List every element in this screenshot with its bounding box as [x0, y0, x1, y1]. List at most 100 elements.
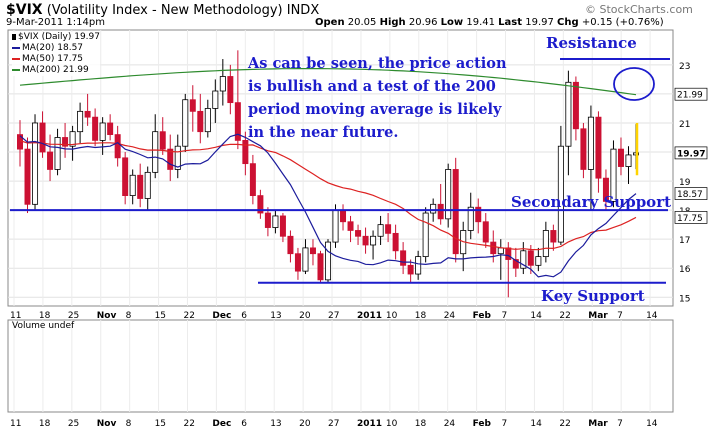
x-tick-label-volume: 22: [559, 419, 570, 429]
chart-date: 9-Mar-2011 1:14pm: [6, 17, 105, 28]
low-label: Low: [440, 17, 464, 28]
candle-body: [422, 212, 429, 258]
x-tick-label-volume: 14: [646, 419, 658, 429]
x-tick-label-volume: 14: [530, 419, 542, 429]
x-tick-label-volume: 20: [299, 419, 311, 429]
candle-body: [152, 131, 159, 173]
candle-body: [557, 145, 564, 243]
chart-legend: $VIX (Daily) 19.97 MA(20) 18.57 MA(50) 1…: [12, 32, 100, 76]
candle-body: [332, 209, 339, 243]
candle-body: [144, 171, 151, 199]
last-price-label-box: [674, 146, 708, 160]
candle-body: [505, 247, 512, 260]
x-tick-label-volume: 8: [126, 419, 132, 429]
candle-body: [482, 221, 489, 243]
candle-body: [309, 247, 316, 255]
legend-ma200: MA(200) 21.99: [12, 65, 100, 76]
ma200-value-label: 21.99: [677, 91, 703, 101]
candle-body: [580, 128, 587, 170]
x-tick-label: 22: [559, 311, 570, 321]
candle-body: [392, 232, 399, 252]
last-price-label: 19.97: [677, 149, 705, 159]
candle-body: [355, 230, 362, 237]
candle-body: [77, 110, 84, 133]
candle-body: [62, 137, 69, 147]
candle-body: [54, 137, 61, 170]
x-tick-label-volume: 15: [155, 419, 166, 429]
volume-label: Volume undef: [12, 321, 75, 331]
x-tick-label: 7: [502, 311, 508, 321]
candle-body: [47, 151, 54, 170]
y-tick-label: 21: [679, 120, 690, 130]
x-tick-label-volume: 6: [241, 419, 247, 429]
candle-body: [452, 169, 459, 255]
y-tick-label: 15: [679, 294, 690, 304]
x-tick-label: 11: [10, 311, 21, 321]
x-tick-label: 6: [241, 311, 247, 321]
x-tick-label-volume: Nov: [97, 419, 117, 429]
candle-body: [249, 163, 256, 197]
chg-label: Chg: [557, 17, 579, 28]
candle-body: [565, 81, 572, 147]
candle-body: [467, 206, 474, 231]
candle-body: [377, 224, 384, 237]
candle-body: [595, 116, 602, 179]
y-tick-label: 17: [679, 236, 690, 246]
candle-body: [227, 76, 234, 104]
candle-body: [490, 241, 497, 255]
candle-body: [625, 154, 632, 167]
x-tick-label-volume: 27: [328, 419, 339, 429]
candle-body: [107, 122, 114, 135]
resistance-label: Resistance: [546, 34, 637, 52]
candle-body: [430, 203, 437, 214]
x-tick-label: Dec: [212, 311, 231, 321]
candle-body: [24, 148, 31, 205]
ma200-value-label-box: [674, 87, 708, 101]
candle-body: [324, 241, 331, 281]
x-tick-label: Feb: [473, 311, 492, 321]
x-tick-label-volume: 7: [617, 419, 623, 429]
x-tick-label: 14: [530, 311, 542, 321]
x-tick-label: 15: [155, 311, 166, 321]
candle-body: [197, 110, 204, 133]
candle-body: [542, 230, 549, 258]
x-tick-label: 10: [386, 311, 398, 321]
chart-title: $VIX (Volatility Index - New Methodology…: [6, 2, 319, 18]
candle-body: [347, 221, 354, 231]
candle-body: [317, 253, 324, 281]
ma50-line: [19, 140, 637, 251]
candle-body: [497, 247, 504, 255]
low-value: 19.41: [466, 17, 495, 28]
candle-body: [84, 110, 91, 118]
candle-body: [272, 215, 279, 228]
x-tick-label-volume: 18: [415, 419, 427, 429]
candle-body: [400, 250, 407, 266]
candle-body: [204, 108, 211, 133]
chg-value: +0.15 (+0.76%): [581, 17, 664, 28]
stockcharts-logo[interactable]: © StockCharts.com: [585, 3, 693, 16]
volume-panel: [7, 319, 674, 413]
candle-body: [159, 131, 166, 150]
ma50-value-label: 17.75: [677, 214, 703, 224]
candle-body: [32, 122, 39, 205]
candle-body: [279, 215, 286, 237]
last-label: Last: [498, 17, 523, 28]
candle-body: [264, 212, 271, 228]
candle-body: [587, 116, 594, 170]
ma20-value-label: 18.57: [677, 190, 703, 200]
x-tick-label-volume: 25: [68, 419, 79, 429]
y-tick-label: 16: [679, 265, 691, 275]
candle-body: [617, 148, 624, 167]
x-tick-label: Nov: [97, 311, 117, 321]
high-label: High: [379, 17, 406, 28]
candle-body: [69, 131, 76, 147]
last-value: 19.97: [525, 17, 554, 28]
quote-summary: Open 20.05 High 20.96 Low 19.41 Last 19.…: [315, 17, 664, 28]
exchange: INDX: [286, 3, 320, 18]
high-value: 20.96: [408, 17, 438, 28]
legend-ma20: MA(20) 18.57: [12, 43, 100, 54]
x-tick-label: 13: [270, 311, 281, 321]
x-tick-label-volume: Feb: [473, 419, 492, 429]
ma20-line: [19, 133, 637, 278]
